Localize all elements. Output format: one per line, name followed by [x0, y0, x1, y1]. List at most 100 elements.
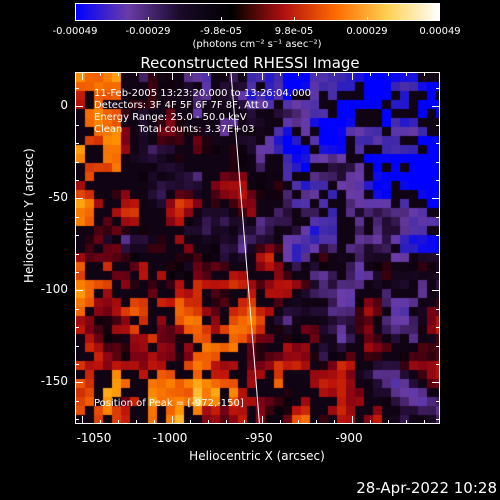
axis-tick — [436, 327, 440, 328]
axis-tick — [352, 420, 353, 424]
axis-tick — [334, 420, 335, 424]
x-tick-label: -1050 — [76, 431, 112, 445]
axis-tick — [208, 72, 209, 76]
heatmap-image — [76, 73, 439, 423]
axis-tick — [100, 72, 101, 76]
axis-tick — [136, 420, 137, 424]
axis-tick — [436, 346, 440, 347]
axis-tick — [316, 420, 317, 424]
limb-line — [230, 73, 260, 423]
axis-tick — [370, 72, 371, 76]
axis-tick — [424, 72, 425, 76]
axis-tick — [100, 420, 101, 424]
colorbar-label: 0.00029 — [346, 26, 388, 37]
y-axis-label: Heliocentric Y (arcsec) — [22, 148, 36, 283]
axis-tick — [75, 162, 79, 163]
axis-tick — [436, 401, 440, 402]
axis-tick — [436, 419, 440, 420]
axis-tick — [118, 420, 119, 424]
colorbar-label: -9.8e-05 — [200, 26, 242, 37]
axis-tick — [75, 309, 79, 310]
colorbar-tick — [294, 17, 295, 21]
axis-tick — [75, 143, 79, 144]
axis-tick — [244, 72, 245, 76]
axis-tick — [436, 254, 440, 255]
axis-tick — [334, 72, 335, 76]
axis-tick — [436, 162, 440, 163]
axis-tick — [75, 88, 79, 89]
axis-tick — [82, 420, 83, 424]
x-axis-label: Heliocentric X (arcsec) — [189, 449, 325, 463]
y-tick-label: -150 — [40, 374, 68, 388]
axis-tick — [226, 420, 227, 424]
x-tick-label: -1000 — [152, 431, 188, 445]
axis-tick — [280, 420, 281, 424]
axis-tick — [75, 235, 79, 236]
axis-tick — [262, 420, 263, 424]
axis-tick — [75, 382, 83, 383]
axis-tick — [226, 72, 227, 76]
axis-tick — [316, 72, 317, 76]
axis-tick — [280, 72, 281, 76]
axis-tick — [190, 72, 191, 76]
axis-tick — [75, 106, 83, 107]
axis-tick — [75, 382, 79, 383]
axis-tick — [75, 180, 79, 181]
axis-tick — [244, 420, 245, 424]
axis-tick — [75, 217, 79, 218]
info-time-range: 11-Feb-2005 13:23:20.000 to 13:26:04.000 — [94, 88, 312, 99]
colorbar-tick — [221, 17, 222, 21]
colorbar-label: 0.00049 — [419, 26, 461, 37]
axis-tick — [436, 143, 440, 144]
plot-title: Reconstructed RHESSI Image — [140, 54, 360, 72]
axis-tick — [75, 125, 79, 126]
colorbar-label: 9.8e-05 — [274, 26, 314, 37]
axis-tick — [75, 198, 79, 199]
axis-tick — [370, 420, 371, 424]
axis-tick — [436, 235, 440, 236]
x-tick-label: -950 — [245, 431, 273, 445]
axis-tick — [75, 106, 79, 107]
axis-tick — [75, 364, 79, 365]
axis-tick — [75, 290, 79, 291]
y-tick-label: -50 — [48, 190, 68, 204]
footer-date: 28-Apr-2022 10:28 — [356, 479, 497, 497]
axis-tick — [82, 72, 83, 80]
colorbar-label: -0.00029 — [125, 26, 171, 37]
axis-tick — [172, 420, 173, 424]
axis-tick — [118, 72, 119, 76]
axis-tick — [436, 290, 440, 291]
axis-tick — [436, 382, 440, 383]
y-tick-label: 0 — [60, 98, 68, 112]
axis-tick — [436, 198, 440, 199]
axis-tick — [75, 198, 83, 199]
axis-tick — [82, 72, 83, 76]
axis-tick — [352, 72, 353, 76]
axis-tick — [436, 125, 440, 126]
colorbar-tick — [148, 17, 149, 21]
axis-tick — [406, 420, 407, 424]
axis-tick — [75, 327, 79, 328]
axis-tick — [262, 72, 263, 76]
axis-tick — [436, 309, 440, 310]
overlay — [230, 73, 260, 423]
axis-tick — [75, 419, 79, 420]
axis-tick — [262, 72, 263, 80]
axis-tick — [75, 254, 79, 255]
axis-tick — [436, 106, 440, 107]
x-tick-label: -900 — [335, 431, 363, 445]
info-counts: Clean Total counts: 3.37E+03 — [94, 124, 255, 135]
axis-tick — [75, 290, 83, 291]
colorbar-tick — [75, 17, 76, 21]
plot-area: 11-Feb-2005 13:23:20.000 to 13:26:04.000… — [75, 72, 440, 424]
colorbar-tick — [439, 17, 440, 21]
axis-tick — [75, 272, 79, 273]
info-detectors: Detectors: 3F 4F 5F 6F 7F 8F, Att 0 — [94, 100, 269, 111]
axis-tick — [436, 272, 440, 273]
axis-tick — [424, 420, 425, 424]
axis-tick — [75, 401, 79, 402]
axis-tick — [436, 88, 440, 89]
axis-tick — [388, 72, 389, 76]
axis-tick — [136, 72, 137, 76]
axis-tick — [436, 180, 440, 181]
